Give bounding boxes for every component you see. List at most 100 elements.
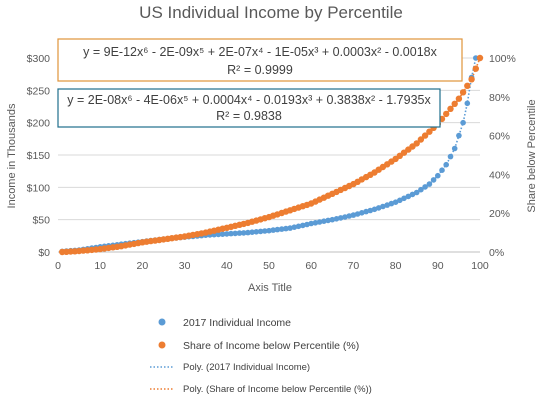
legend-label-poly-share: Poly. (Share of Income below Percentile … (183, 384, 372, 395)
y-left-tick-label: $250 (27, 85, 51, 97)
equation-box-share: y = 9E-12x⁶ - 2E-09x⁵ + 2E-07x⁴ - 1E-05x… (57, 38, 463, 82)
income-point (236, 230, 243, 236)
income-point (219, 231, 226, 237)
income-point (342, 214, 348, 220)
income-point (346, 213, 353, 219)
x-tick-label: 40 (221, 260, 233, 272)
y-right-tick-label: 20% (489, 208, 510, 220)
income-point (329, 216, 336, 223)
income-point (300, 222, 306, 229)
income-point (287, 225, 293, 231)
income-point (418, 186, 424, 193)
income-point (274, 226, 281, 233)
income-point (405, 193, 412, 200)
share-point (464, 82, 471, 90)
r-squared-share: R² = 0.9999 (227, 63, 293, 77)
income-point (380, 203, 386, 210)
income-point (397, 197, 403, 204)
income-point (257, 228, 264, 235)
equation-share: y = 9E-12x⁶ - 2E-09x⁵ + 2E-07x⁴ - 1E-05x… (83, 45, 437, 59)
share-point (421, 132, 429, 139)
income-point (249, 229, 255, 235)
equation-box-income-frame (57, 88, 441, 128)
share-point (459, 89, 467, 96)
income-point (316, 219, 323, 225)
income-point (224, 231, 230, 237)
legend-label-income: 2017 Individual Income (183, 317, 291, 329)
income-point (392, 199, 399, 205)
x-tick-label: 50 (263, 260, 275, 272)
income-point (333, 216, 340, 222)
income-point (232, 230, 238, 237)
x-tick-label: 30 (179, 260, 191, 272)
income-point (291, 224, 298, 230)
x-tick-label: 0 (55, 260, 61, 272)
income-point (321, 218, 327, 224)
income-point (456, 132, 462, 139)
income-point (439, 167, 445, 173)
y-left-tick-label: $150 (27, 150, 51, 162)
share-point (451, 100, 458, 108)
y-left-tick-label: $300 (27, 53, 51, 65)
y-right-ticks: 0% 20% 40% 60% 80% 100% (489, 53, 516, 259)
income-point (354, 211, 361, 217)
x-tick-label: 60 (305, 260, 317, 272)
x-tick-label: 100 (471, 260, 489, 272)
income-point (430, 177, 437, 183)
share-point (413, 140, 420, 147)
x-tick-label: 70 (348, 260, 360, 272)
y-left-tick-label: $100 (27, 182, 51, 194)
share-point (476, 54, 484, 62)
income-point (447, 153, 454, 160)
income-point (240, 230, 247, 236)
x-tick-label: 20 (137, 260, 149, 272)
income-point (363, 208, 369, 215)
legend-label-poly-income: Poly. (2017 Individual Income) (183, 362, 310, 373)
income-point (350, 212, 357, 218)
y-left-axis-title: Income in Thousands (6, 103, 18, 208)
legend: 2017 Individual Income Share of Income b… (150, 317, 372, 395)
chart-title: US Individual Income by Percentile (139, 3, 403, 22)
share-point (455, 95, 463, 102)
x-axis-title: Axis Title (248, 282, 292, 294)
income-point (460, 119, 466, 126)
income-point (278, 226, 285, 232)
share-point (472, 65, 479, 72)
income-point (384, 202, 391, 208)
income-point (308, 220, 315, 227)
income-point (215, 231, 222, 238)
legend-marker-income (158, 318, 166, 326)
x-tick-label: 10 (94, 260, 106, 272)
equation-box-income: y = 2E-08x⁶ - 4E-06x⁵ + 0.0004x⁴ - 0.019… (57, 88, 441, 128)
income-point (426, 181, 433, 187)
x-tick-label: 90 (432, 260, 444, 272)
income-point (253, 229, 260, 235)
x-tick-label: 80 (390, 260, 402, 272)
gridlines (58, 57, 480, 253)
income-point (435, 172, 441, 179)
income-point (401, 195, 407, 202)
income-point (266, 227, 272, 234)
income-point (262, 228, 268, 234)
y-left-ticks: $0 $50 $100 $150 $200 $250 $300 (27, 53, 51, 259)
share-point (443, 110, 450, 118)
income-point (451, 145, 458, 152)
x-ticks: 0 10 20 30 40 50 60 70 80 90 100 (55, 260, 489, 272)
y-left-tick-label: $50 (32, 215, 50, 227)
y-right-tick-label: 40% (489, 169, 510, 181)
y-right-tick-label: 60% (489, 131, 510, 143)
share-point (447, 105, 454, 113)
share-point (417, 136, 425, 143)
legend-marker-share (158, 341, 166, 349)
equation-box-share-frame (57, 38, 463, 82)
income-point (337, 215, 344, 221)
share-point (468, 76, 475, 83)
income-point (245, 229, 251, 236)
income-point (409, 191, 416, 198)
equation-income: y = 2E-08x⁶ - 4E-06x⁵ + 0.0004x⁴ - 0.019… (67, 93, 431, 107)
data-points (59, 54, 484, 256)
y-right-tick-label: 100% (489, 53, 516, 65)
income-point (304, 221, 310, 228)
income-point (359, 210, 365, 216)
